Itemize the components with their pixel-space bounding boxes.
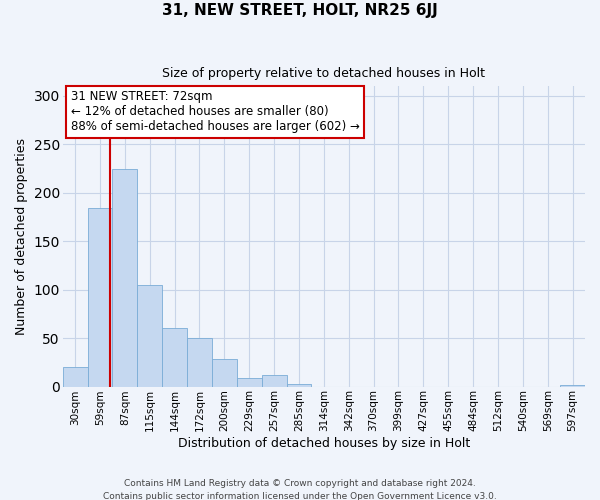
Bar — [262, 375, 287, 386]
Y-axis label: Number of detached properties: Number of detached properties — [15, 138, 28, 334]
Text: 31, NEW STREET, HOLT, NR25 6JJ: 31, NEW STREET, HOLT, NR25 6JJ — [162, 2, 438, 18]
Bar — [63, 367, 88, 386]
Bar — [187, 338, 212, 386]
Bar — [237, 378, 262, 386]
Text: 31 NEW STREET: 72sqm
← 12% of detached houses are smaller (80)
88% of semi-detac: 31 NEW STREET: 72sqm ← 12% of detached h… — [71, 90, 359, 134]
Bar — [88, 208, 112, 386]
Bar — [212, 360, 237, 386]
Bar — [560, 384, 585, 386]
Bar — [162, 328, 187, 386]
X-axis label: Distribution of detached houses by size in Holt: Distribution of detached houses by size … — [178, 437, 470, 450]
Bar — [137, 284, 162, 386]
Text: Contains HM Land Registry data © Crown copyright and database right 2024.
Contai: Contains HM Land Registry data © Crown c… — [103, 480, 497, 500]
Bar — [112, 170, 137, 386]
Title: Size of property relative to detached houses in Holt: Size of property relative to detached ho… — [163, 68, 485, 80]
Bar — [287, 384, 311, 386]
